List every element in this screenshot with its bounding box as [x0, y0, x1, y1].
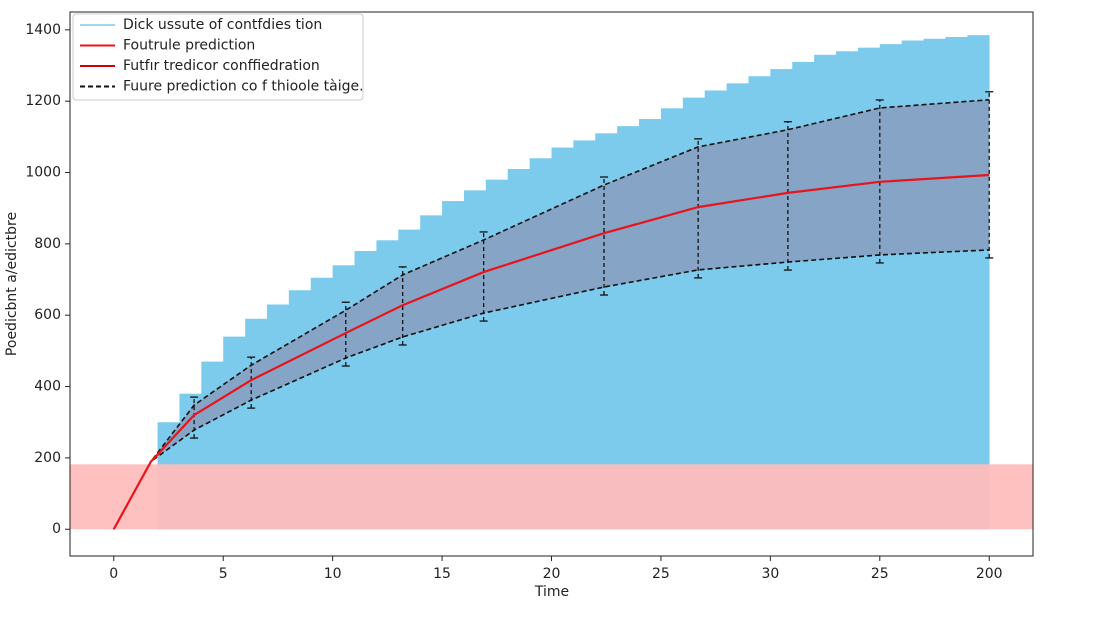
y-tick-label: 600 [34, 307, 61, 323]
x-axis-label: Time [534, 584, 569, 600]
x-tick-label: 25 [871, 566, 889, 582]
y-tick-label: 1200 [25, 93, 61, 109]
legend-label: Fuure prediction co f thioole tàige. [123, 79, 364, 95]
x-tick-label: 30 [761, 566, 779, 582]
legend-box [72, 13, 364, 101]
x-tick-label: 10 [324, 566, 342, 582]
band [70, 464, 1033, 530]
y-axis-label: Poedicbnt a/edictbre [4, 212, 20, 356]
x-tick-label: 15 [433, 566, 451, 582]
legend-label: Dick ussute of contfdies tion [123, 17, 322, 33]
prediction-line [112, 173, 990, 530]
legend-label: Foutrule prediction [123, 38, 255, 54]
y-tick-label: 400 [34, 379, 61, 395]
bound-line [113, 98, 990, 530]
x-tick-label: 5 [219, 566, 228, 582]
y-tick-label: 1400 [25, 22, 61, 38]
x-tick-label: 20 [543, 566, 561, 582]
y-tick-label: 1000 [25, 165, 61, 181]
x-tick-label: 25 [652, 566, 670, 582]
bound-line [113, 249, 990, 530]
x-tick-label: 200 [976, 566, 1003, 582]
confidence-fill [113, 99, 990, 530]
y-tick-label: 200 [34, 450, 61, 466]
x-tick-label: 0 [109, 566, 118, 582]
legend-label: Futfır tredicor conffiedration [123, 58, 320, 74]
y-tick-label: 800 [34, 236, 61, 252]
y-tick-label: 0 [52, 521, 61, 537]
